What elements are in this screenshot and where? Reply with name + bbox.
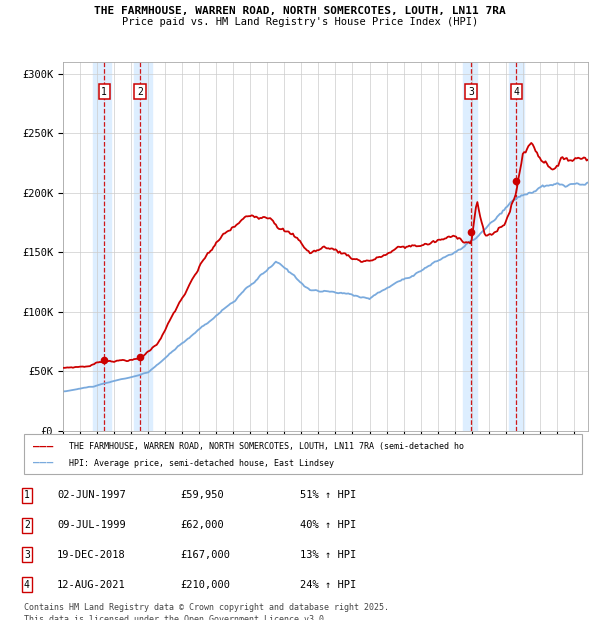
Bar	[463, 62, 478, 431]
Text: THE FARMHOUSE, WARREN ROAD, NORTH SOMERCOTES, LOUTH, LN11 7RA (semi-detached ho: THE FARMHOUSE, WARREN ROAD, NORTH SOMERC…	[69, 443, 464, 451]
Text: ———: ———	[33, 458, 53, 468]
Text: 3: 3	[468, 87, 474, 97]
Text: 3: 3	[24, 550, 30, 560]
Text: THE FARMHOUSE, WARREN ROAD, NORTH SOMERCOTES, LOUTH, LN11 7RA: THE FARMHOUSE, WARREN ROAD, NORTH SOMERC…	[94, 6, 506, 16]
Text: ———: ———	[33, 442, 53, 452]
Text: 13% ↑ HPI: 13% ↑ HPI	[300, 550, 356, 560]
Text: 40% ↑ HPI: 40% ↑ HPI	[300, 520, 356, 530]
Text: 09-JUL-1999: 09-JUL-1999	[57, 520, 126, 530]
Text: £62,000: £62,000	[180, 520, 224, 530]
Bar	[509, 62, 524, 431]
Text: 4: 4	[514, 87, 519, 97]
Text: Contains HM Land Registry data © Crown copyright and database right 2025.: Contains HM Land Registry data © Crown c…	[24, 603, 389, 612]
Text: This data is licensed under the Open Government Licence v3.0.: This data is licensed under the Open Gov…	[24, 615, 329, 620]
Text: £59,950: £59,950	[180, 490, 224, 500]
Text: 2: 2	[24, 520, 30, 530]
Bar	[93, 62, 111, 431]
Text: 24% ↑ HPI: 24% ↑ HPI	[300, 580, 356, 590]
Text: 4: 4	[24, 580, 30, 590]
Text: 2: 2	[137, 87, 143, 97]
Text: 51% ↑ HPI: 51% ↑ HPI	[300, 490, 356, 500]
Text: £210,000: £210,000	[180, 580, 230, 590]
Text: Price paid vs. HM Land Registry's House Price Index (HPI): Price paid vs. HM Land Registry's House …	[122, 17, 478, 27]
Text: 19-DEC-2018: 19-DEC-2018	[57, 550, 126, 560]
Text: HPI: Average price, semi-detached house, East Lindsey: HPI: Average price, semi-detached house,…	[69, 459, 334, 467]
Text: 1: 1	[101, 87, 107, 97]
Text: 12-AUG-2021: 12-AUG-2021	[57, 580, 126, 590]
Text: 1: 1	[24, 490, 30, 500]
Bar	[134, 62, 152, 431]
Text: 02-JUN-1997: 02-JUN-1997	[57, 490, 126, 500]
Text: £167,000: £167,000	[180, 550, 230, 560]
